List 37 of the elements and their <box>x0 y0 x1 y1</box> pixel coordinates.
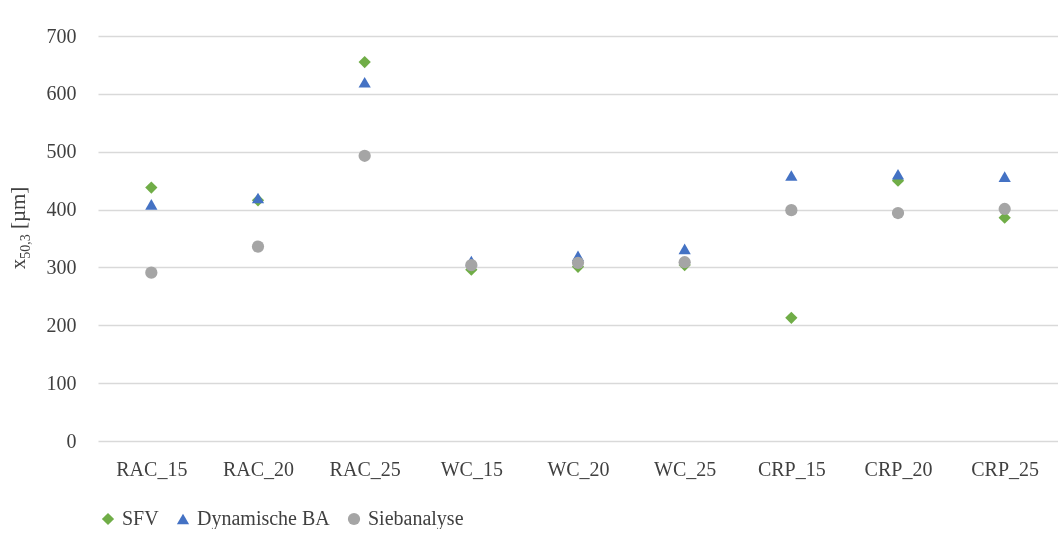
legend-label: SFV <box>122 507 160 529</box>
y-tick-label: 700 <box>46 24 77 47</box>
point <box>358 55 371 69</box>
y-tick-label: 100 <box>46 371 77 394</box>
x-tick-label: CRP_25 <box>971 457 1040 480</box>
point <box>998 202 1011 216</box>
point <box>785 204 798 217</box>
x-tick-label: RAC_25 <box>329 457 401 480</box>
point <box>358 76 371 88</box>
legend-label: Siebanalyse <box>368 507 464 530</box>
y-tick-label: 600 <box>46 82 77 105</box>
x-tick-label: CRP_15 <box>757 457 826 480</box>
point <box>358 149 371 162</box>
point <box>465 259 478 272</box>
point <box>998 171 1011 182</box>
y-tick-label: 200 <box>46 313 77 336</box>
point <box>678 243 691 255</box>
point <box>251 240 265 253</box>
x-tick-label: RAC_15 <box>116 457 188 480</box>
y-tick-label: 400 <box>46 198 77 221</box>
point <box>571 256 585 269</box>
point <box>145 266 158 279</box>
point <box>145 199 158 210</box>
point <box>785 170 798 181</box>
y-tick-label: 0 <box>66 429 77 452</box>
point <box>891 168 905 180</box>
legend-label: Dynamische BA <box>197 507 331 530</box>
point <box>785 311 798 324</box>
point <box>145 181 158 194</box>
x-tick-label: CRP_20 <box>864 457 933 480</box>
x-tick-label: WC_20 <box>547 457 610 480</box>
x-tick-label: WC_15 <box>440 457 503 480</box>
y-tick-label: 300 <box>46 255 77 278</box>
x-tick-label: RAC_20 <box>222 457 295 480</box>
y-tick-label: 500 <box>46 140 77 163</box>
x-tick-label: WC_25 <box>654 457 717 480</box>
point <box>891 206 905 220</box>
